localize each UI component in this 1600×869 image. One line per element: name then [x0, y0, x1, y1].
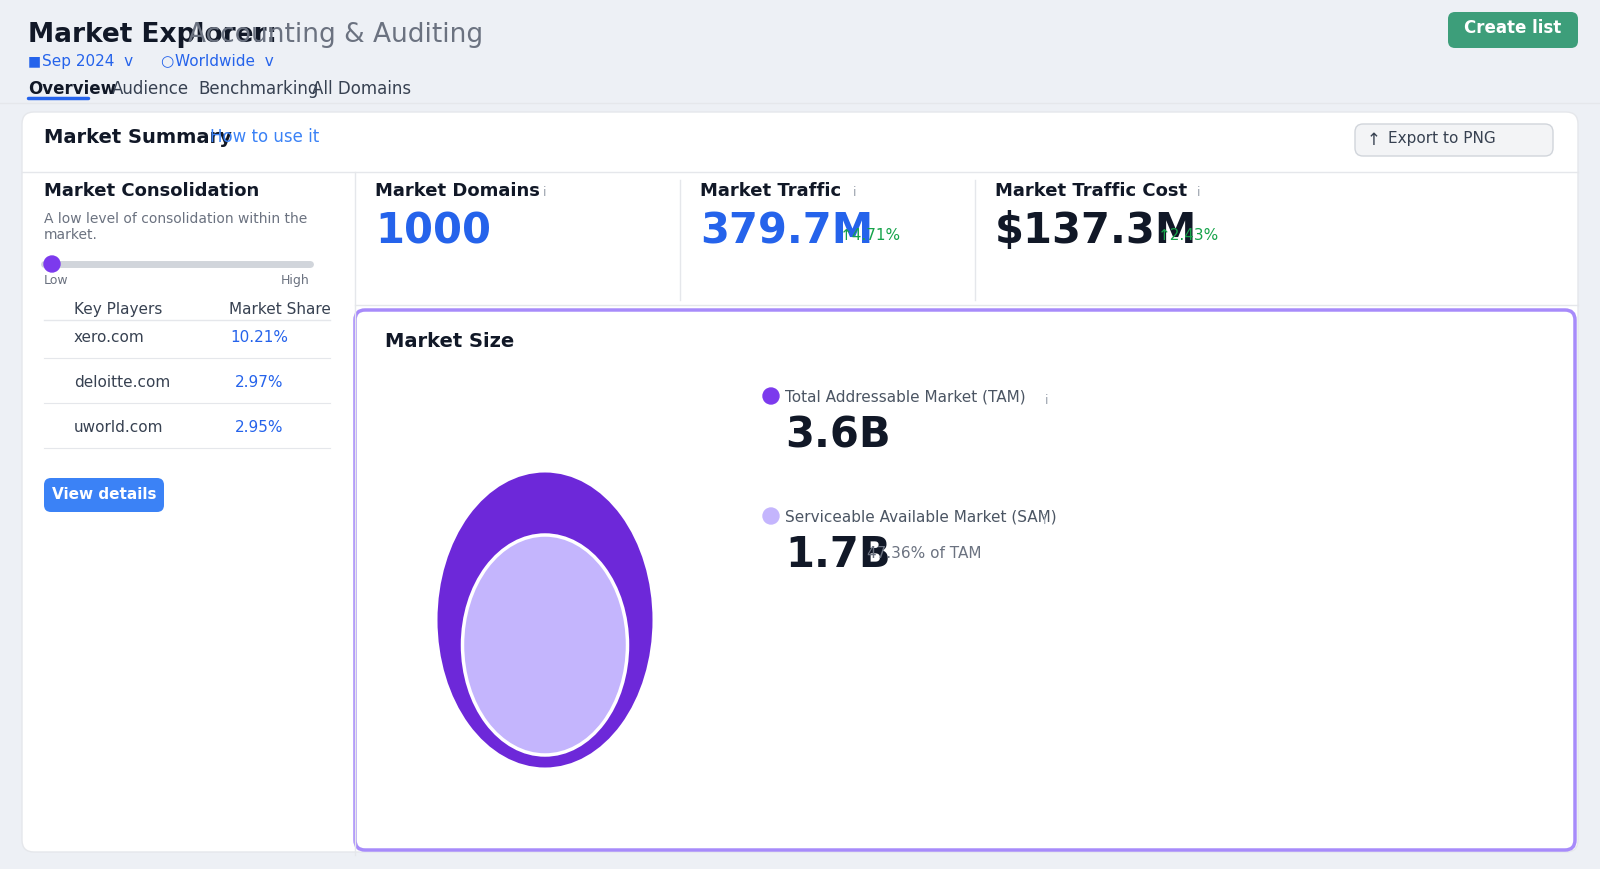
Text: 1.7B: 1.7B [786, 534, 891, 576]
Text: Export to PNG: Export to PNG [1389, 131, 1496, 146]
Ellipse shape [462, 535, 627, 755]
Text: 3.6B: 3.6B [786, 414, 891, 456]
Text: Serviceable Available Market (SAM): Serviceable Available Market (SAM) [786, 510, 1056, 525]
Circle shape [45, 256, 61, 272]
FancyBboxPatch shape [45, 478, 165, 512]
Text: Benchmarking: Benchmarking [198, 80, 318, 98]
Text: Market Size: Market Size [386, 332, 514, 351]
Text: xero.com: xero.com [74, 330, 144, 345]
Text: ■: ■ [29, 54, 42, 68]
Text: ○: ○ [160, 54, 173, 69]
FancyBboxPatch shape [22, 112, 1578, 852]
Text: Market Summary: Market Summary [45, 128, 232, 147]
Text: Market Traffic Cost: Market Traffic Cost [995, 182, 1187, 200]
Text: Market Traffic: Market Traffic [701, 182, 842, 200]
Text: ↑: ↑ [1366, 131, 1381, 149]
Text: High: High [282, 274, 310, 287]
Text: Overview: Overview [29, 80, 115, 98]
Text: A low level of consolidation within the: A low level of consolidation within the [45, 212, 307, 226]
Text: Market Consolidation: Market Consolidation [45, 182, 259, 200]
Text: uworld.com: uworld.com [74, 420, 163, 435]
Text: 379.7M: 379.7M [701, 210, 874, 252]
Text: i: i [1045, 394, 1048, 407]
Text: 2.97%: 2.97% [235, 375, 283, 390]
Text: 47.36% of TAM: 47.36% of TAM [867, 546, 981, 561]
Text: Key Players: Key Players [74, 302, 162, 317]
Text: Market Domains: Market Domains [374, 182, 539, 200]
Text: Market Share: Market Share [229, 302, 331, 317]
Circle shape [763, 508, 779, 524]
Text: View details: View details [51, 487, 157, 502]
Text: $137.3M: $137.3M [995, 210, 1197, 252]
Text: Low: Low [45, 274, 69, 287]
FancyBboxPatch shape [1448, 12, 1578, 48]
Text: 1000: 1000 [374, 210, 491, 252]
Text: All Domains: All Domains [312, 80, 411, 98]
Text: i: i [1043, 514, 1046, 527]
Text: Accounting & Auditing: Accounting & Auditing [189, 22, 483, 48]
Text: Total Addressable Market (TAM): Total Addressable Market (TAM) [786, 390, 1026, 405]
Text: market.: market. [45, 228, 98, 242]
Text: Worldwide  v: Worldwide v [174, 54, 274, 69]
Text: 2.95%: 2.95% [235, 420, 283, 435]
Text: Create list: Create list [1464, 19, 1562, 37]
Text: i: i [250, 186, 253, 199]
Text: 10.21%: 10.21% [230, 330, 288, 345]
Text: Sep 2024  v: Sep 2024 v [42, 54, 133, 69]
FancyBboxPatch shape [1355, 124, 1554, 156]
Ellipse shape [437, 473, 653, 767]
Text: ↑2.43%: ↑2.43% [1158, 228, 1219, 243]
Text: How to use it: How to use it [210, 128, 320, 146]
Text: i: i [853, 186, 856, 199]
Text: i: i [1197, 186, 1200, 199]
Text: i: i [542, 186, 547, 199]
Text: Market Explorer:: Market Explorer: [29, 22, 286, 48]
Circle shape [763, 388, 779, 404]
Text: Audience: Audience [112, 80, 189, 98]
Text: ↑4.71%: ↑4.71% [840, 228, 901, 243]
FancyBboxPatch shape [355, 310, 1574, 850]
Text: deloitte.com: deloitte.com [74, 375, 170, 390]
